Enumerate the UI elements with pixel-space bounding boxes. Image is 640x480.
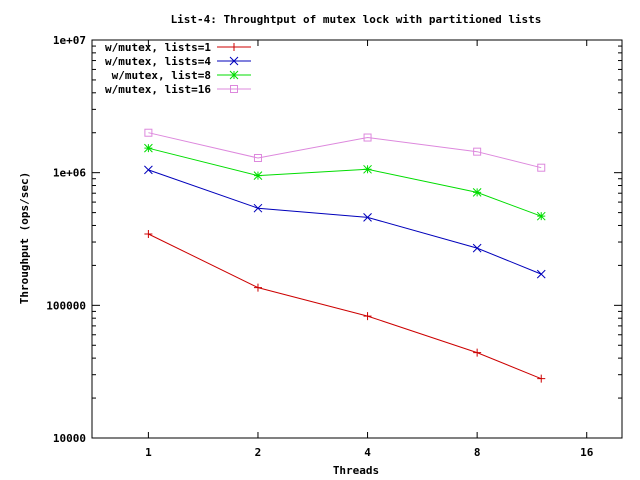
square-marker: [473, 147, 482, 156]
star-marker: [363, 164, 372, 174]
legend-entry: w/mutex, list=8: [105, 69, 251, 82]
square-marker: [144, 128, 153, 137]
series-line: [148, 169, 542, 275]
star-marker: [253, 171, 263, 180]
plus-marker: [473, 348, 482, 357]
plot-frame: [91, 39, 623, 439]
x-tick-label: 4: [364, 446, 371, 459]
legend-label: w/mutex, list=8: [105, 69, 211, 82]
y-tick-label: 1e+06: [53, 167, 86, 180]
series-4: [144, 128, 546, 172]
star-marker: [472, 188, 482, 197]
series-line: [148, 147, 542, 217]
cross-marker: [472, 243, 482, 253]
square-marker: [253, 153, 262, 162]
y-tick-label: 10000: [53, 432, 86, 445]
x-tick-label: 8: [474, 446, 481, 459]
cross-marker: [253, 203, 263, 213]
star-marker: [229, 70, 239, 80]
x-axis-label: Threads: [333, 464, 379, 477]
legend-label: w/mutex, list=16: [105, 83, 211, 96]
x-tick-label: 16: [580, 446, 594, 459]
cross-marker: [536, 269, 546, 279]
plus-marker: [253, 283, 262, 292]
series-line: [148, 233, 542, 380]
square-marker: [230, 85, 238, 93]
square-marker: [537, 163, 546, 172]
legend-label: w/mutex, lists=1: [105, 41, 211, 54]
series-line: [148, 132, 542, 169]
plus-marker: [144, 229, 153, 238]
series-2: [144, 165, 546, 279]
star-marker: [144, 143, 153, 153]
plus-marker: [537, 374, 546, 383]
plus-marker: [363, 312, 372, 321]
legend-entry: w/mutex, lists=4: [105, 55, 251, 68]
square-marker: [363, 133, 372, 142]
series-group: [144, 128, 546, 383]
cross-marker: [229, 56, 239, 66]
y-tick-label: 100000: [46, 299, 86, 312]
x-tick-label: 1: [145, 446, 152, 459]
x-tick-label: 2: [255, 446, 262, 459]
series-3: [144, 143, 546, 221]
legend-entry: w/mutex, list=16: [105, 83, 251, 96]
series-1: [144, 229, 546, 383]
plus-marker: [230, 43, 238, 51]
cross-marker: [144, 165, 153, 175]
y-axis-label: Throughput (ops/sec): [18, 172, 31, 304]
y-tick-label: 1e+07: [53, 34, 86, 47]
legend: w/mutex, lists=1w/mutex, lists=4 w/mutex…: [105, 41, 251, 96]
legend-entry: w/mutex, lists=1: [105, 41, 251, 54]
legend-label: w/mutex, lists=4: [105, 55, 211, 68]
chart-title: List-4: Throughtput of mutex lock with p…: [171, 13, 542, 26]
cross-marker: [363, 213, 372, 222]
star-marker: [536, 211, 546, 221]
axis-ticks: 1 2 4 8 16 10000 100000 1e+06 1e+07: [46, 34, 622, 459]
